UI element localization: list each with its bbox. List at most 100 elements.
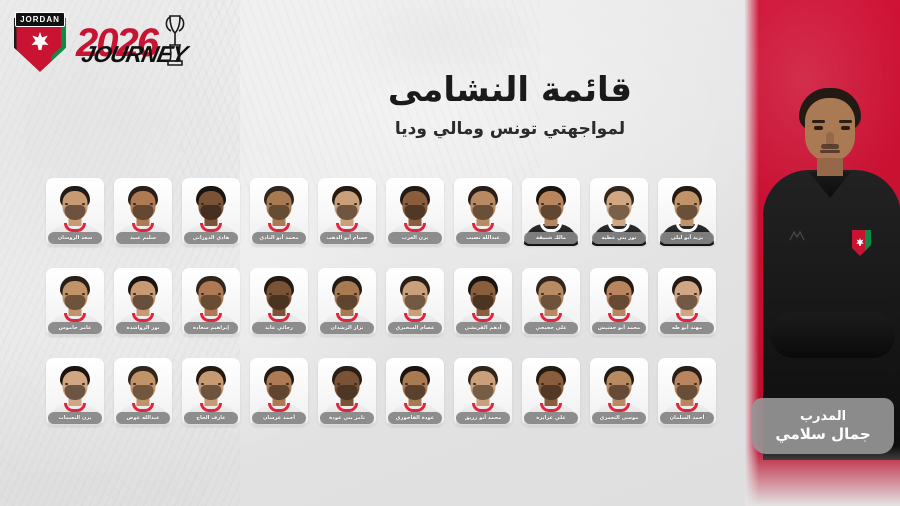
player-eye-right bbox=[354, 383, 357, 385]
player-card[interactable]: تامر بني عودة bbox=[318, 358, 376, 426]
player-eye-left bbox=[609, 383, 612, 385]
player-beard bbox=[64, 295, 86, 310]
player-card[interactable]: عبدالله نصيب bbox=[454, 178, 512, 246]
player-name-badge: أحمد السلمان bbox=[660, 412, 714, 424]
player-collar bbox=[64, 313, 86, 322]
player-collar bbox=[132, 223, 154, 232]
squad-row: عامر جاموس نور الرواشدة إبراهيم سعادة رجائي… bbox=[46, 268, 716, 336]
player-eye-left bbox=[677, 383, 680, 385]
player-card[interactable]: سليم عبيد bbox=[114, 178, 172, 246]
player-collar bbox=[404, 223, 426, 232]
player-beard bbox=[200, 295, 222, 310]
player-card[interactable]: عامر جاموس bbox=[46, 268, 104, 336]
player-card[interactable]: إبراهيم سعادة bbox=[182, 268, 240, 336]
player-beard bbox=[336, 385, 358, 400]
player-name-badge: عامر جاموس bbox=[48, 322, 102, 334]
player-eye-left bbox=[337, 203, 340, 205]
crest-banner: JORDAN bbox=[15, 12, 65, 27]
player-name-badge: هادي الدوراني bbox=[184, 232, 238, 244]
player-card[interactable]: يزن العرب bbox=[386, 178, 444, 246]
player-neck bbox=[544, 306, 558, 316]
player-eye-left bbox=[609, 293, 612, 295]
player-beard bbox=[64, 205, 86, 220]
player-card[interactable]: مهند أبو طه bbox=[658, 268, 716, 336]
coach-brow-left bbox=[812, 120, 825, 123]
player-card[interactable]: عصام السخبري bbox=[386, 268, 444, 336]
player-collar bbox=[132, 313, 154, 322]
player-card[interactable]: علي حجيجي bbox=[522, 268, 580, 336]
player-neck bbox=[408, 396, 422, 406]
player-card[interactable]: محمد أبو النادي bbox=[250, 178, 308, 246]
player-eye-left bbox=[541, 203, 544, 205]
player-eye-right bbox=[82, 383, 85, 385]
coach-eye-right bbox=[841, 126, 850, 130]
player-collar bbox=[472, 313, 494, 322]
player-name-badge: تامر بني عودة bbox=[320, 412, 374, 424]
player-card[interactable]: علي عزايزة bbox=[522, 358, 580, 426]
player-beard bbox=[268, 205, 290, 220]
player-card[interactable]: رجائي عايد bbox=[250, 268, 308, 336]
player-collar bbox=[64, 223, 86, 232]
player-eye-left bbox=[337, 383, 340, 385]
player-neck bbox=[340, 306, 354, 316]
player-neck bbox=[612, 396, 626, 406]
player-name-badge: حسام أبو الذهب bbox=[320, 232, 374, 244]
player-name-badge: سليم عبيد bbox=[116, 232, 170, 244]
player-card[interactable]: حسام أبو الذهب bbox=[318, 178, 376, 246]
player-neck bbox=[136, 396, 150, 406]
player-neck bbox=[680, 396, 694, 406]
player-eye-left bbox=[677, 293, 680, 295]
coach-role-label: المدرب bbox=[799, 408, 847, 424]
player-collar bbox=[268, 403, 290, 412]
crest-banner-label: JORDAN bbox=[20, 15, 60, 24]
player-eye-left bbox=[269, 203, 272, 205]
player-collar bbox=[608, 313, 630, 322]
player-card[interactable]: أحمد السلمان bbox=[658, 358, 716, 426]
campaign-year-text: 2026 bbox=[76, 21, 159, 65]
player-card[interactable]: نور الرواشدة bbox=[114, 268, 172, 336]
player-neck bbox=[408, 216, 422, 226]
player-card[interactable]: أحمد عرسان bbox=[250, 358, 308, 426]
player-card[interactable]: سعد الروسان bbox=[46, 178, 104, 246]
player-card[interactable]: محمد أبو حشيش bbox=[590, 268, 648, 336]
player-eye-left bbox=[473, 293, 476, 295]
player-eye-left bbox=[677, 203, 680, 205]
player-neck bbox=[544, 396, 558, 406]
player-collar bbox=[472, 403, 494, 412]
coach-shirt-brand-icon bbox=[789, 226, 805, 241]
player-neck bbox=[340, 396, 354, 406]
player-neck bbox=[68, 306, 82, 316]
coach-mouth bbox=[820, 150, 840, 153]
player-beard bbox=[472, 295, 494, 310]
player-eye-left bbox=[133, 383, 136, 385]
player-name-badge: سعد الروسان bbox=[48, 232, 102, 244]
player-card[interactable]: موسى التعمري bbox=[590, 358, 648, 426]
player-eye-left bbox=[405, 293, 408, 295]
player-card[interactable]: عبدالله عوض bbox=[114, 358, 172, 426]
player-collar bbox=[268, 223, 290, 232]
player-neck bbox=[136, 216, 150, 226]
coach-neck bbox=[817, 158, 843, 176]
player-neck bbox=[680, 216, 694, 226]
player-beard bbox=[336, 295, 358, 310]
player-name-badge: علي عزايزة bbox=[524, 412, 578, 424]
player-card[interactable]: مالك شنيقة bbox=[522, 178, 580, 246]
player-name-badge: أدهم القريشي bbox=[456, 322, 510, 334]
player-card[interactable]: أدهم القريشي bbox=[454, 268, 512, 336]
journey-2026-logo: 2026 JOURNEY bbox=[76, 9, 189, 71]
player-card[interactable]: يزيد أبو ليلى bbox=[658, 178, 716, 246]
player-card[interactable]: عارف الحاج bbox=[182, 358, 240, 426]
player-neck bbox=[204, 216, 218, 226]
player-collar bbox=[268, 313, 290, 322]
player-card[interactable]: محمد أبو زريق bbox=[454, 358, 512, 426]
player-card[interactable]: يزن النعيمات bbox=[46, 358, 104, 426]
player-card[interactable]: هادي الدوراني bbox=[182, 178, 240, 246]
player-eye-right bbox=[286, 203, 289, 205]
player-neck bbox=[68, 216, 82, 226]
player-beard bbox=[268, 385, 290, 400]
player-card[interactable]: نزار الرشدان bbox=[318, 268, 376, 336]
player-card[interactable]: نور بني عطية bbox=[590, 178, 648, 246]
player-collar bbox=[472, 223, 494, 232]
player-card[interactable]: عودة الفاخوري bbox=[386, 358, 444, 426]
player-beard bbox=[540, 205, 562, 220]
